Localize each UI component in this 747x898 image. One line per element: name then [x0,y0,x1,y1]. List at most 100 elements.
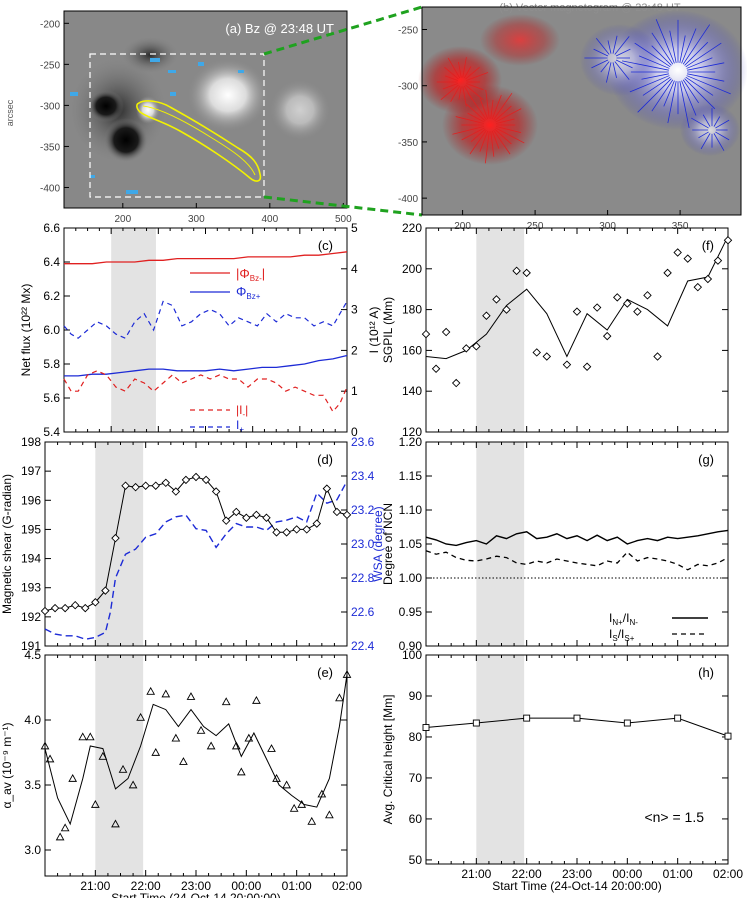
vector-arrow [452,126,484,135]
alpha-point [111,819,120,828]
panel-f-ylabel: SGPIL (Mm) [381,297,395,363]
vector-arrow [686,75,731,95]
sgpil-point [693,282,703,292]
critical-height-point [724,732,732,740]
panel-a-zoom-box [89,53,265,198]
alpha-point [78,732,88,741]
panel-f-ytick-label-4: 200 [402,262,422,276]
legend-in-ratio: IN+/IN- [609,611,638,627]
shear-point [232,507,241,517]
panel-e-xlabel: Start Time (24-Oct-14 20:00:00) [111,891,280,898]
panel-d-ytick-label-6: 197 [21,464,41,478]
legend-phi-neg-sub: Bz- [250,274,262,283]
alpha-point [231,741,241,750]
panel-e-ytick-label-2: 4.0 [24,713,41,727]
panel-d-ytick-label-7: 198 [21,435,41,449]
series-i-neg [63,370,348,413]
panel-g-ytick-label-6: 1.20 [399,435,423,449]
panel-b-blue-region-2 [580,24,660,96]
vector-arrow [700,133,711,150]
vector-arrow [713,116,721,127]
critical-height-point [472,719,480,727]
panel-g-ytick-label-4: 1.10 [399,503,423,517]
panel-h-ytick-label-2: 70 [409,771,423,785]
panel-b: (b) Vector magnetogram @ 23:48 UT 200 250… [398,2,747,232]
shear-point [332,507,342,517]
legend-i-neg: |I-| [236,403,248,419]
vector-arrow [641,73,669,80]
sgpil-point [492,295,501,304]
panel-h-xtick-label-4: 01:00 [663,867,693,881]
vector-arrow [691,117,709,129]
sgpil-point [633,307,642,316]
panel-c: 5.4 5.6 5.8 6.0 6.2 6.4 6.6 0 1 2 3 4 5 Net flux (10²… [19,221,381,439]
panel-h-xtick-label-1: 22:00 [512,867,542,881]
sgpil-point [472,342,481,351]
series-wsa [44,480,348,640]
panel-d-ytick-right-label-0: 22.4 [351,639,375,653]
shear-point [272,528,281,537]
legend-phi-neg-bar: | [262,266,265,281]
vector-arrow [463,85,473,100]
panel-a: (a) Bz @ 23:48 UT arcsec 200 300 400 500 -20… [5,10,352,225]
panel-d-frame [44,441,348,647]
shear-point [171,487,181,496]
panel-f-shaded-interval [476,228,525,432]
vector-arrow [466,72,489,81]
panel-a-ylabel: arcsec [5,99,15,126]
alpha-point [179,757,188,765]
series-phi-neg [64,251,348,265]
legend-in-ratio-sub2: N- [629,618,638,627]
vector-arrow [614,61,630,80]
legend-is-ratio-sub2: S+ [624,634,634,643]
sgpil-point [723,236,733,245]
sgpil-point [431,364,441,373]
vector-arrow [687,62,725,71]
panel-a-xtick-label-3: 500 [335,214,352,225]
panel-g-label: (g) [698,452,714,467]
vector-arrow [595,38,610,55]
panel-e-xtick-label-5: 02:00 [332,879,362,893]
panel-c-ytick-label-4: 6.2 [43,289,60,303]
shear-point [141,481,150,490]
vector-arrow [479,98,489,120]
panel-g-ylabel: Degree of NCN [381,503,395,585]
panel-a-bright-region-2 [136,96,160,124]
panel-a-ytick-label-1: -250 [40,60,60,71]
legend-phi-neg: |ΦBz-| [236,266,265,283]
shear-point [181,475,191,485]
vector-arrow [606,62,612,83]
vector-arrow [615,59,633,69]
legend-is-ratio-mid: /I [618,627,625,641]
sgpil-point [602,331,612,341]
alpha-point [186,692,196,700]
panel-c-ytick-label-0: 5.4 [43,425,60,439]
panel-c-label: (c) [318,238,333,253]
panel-c-ytick-right-label-5: 5 [351,221,358,235]
alpha-point [90,799,100,808]
panel-f-ytick-label-2: 160 [402,343,422,357]
vector-arrow [629,75,670,93]
vector-arrow [638,55,670,69]
sgpil-point [522,268,531,278]
panel-d-ytick-right-label-3: 23.0 [351,537,375,551]
panel-b-blue-region-3 [680,104,740,156]
shear-point [322,484,332,493]
vector-arrow [684,41,709,66]
panel-h-shaded-interval [476,655,525,864]
panel-d-ytick-label-5: 196 [21,493,41,507]
vector-arrow [495,127,525,144]
panel-e-ytick-label-0: 3.0 [24,843,41,857]
vector-arrow [681,80,697,116]
vector-arrow [458,61,462,78]
panel-d-ytick-label-2: 193 [21,581,41,595]
vector-arrow [637,78,672,113]
panel-b-title: (b) Vector magnetogram @ 23:48 UT [499,2,680,14]
vector-arrow [466,83,484,91]
panel-b-ytick-label-3: -400 [398,194,418,205]
series-is-ratio [425,550,729,571]
alpha-point [236,767,246,776]
shear-point [101,586,110,595]
vector-arrow [651,32,674,65]
vector-arrow [713,133,725,151]
